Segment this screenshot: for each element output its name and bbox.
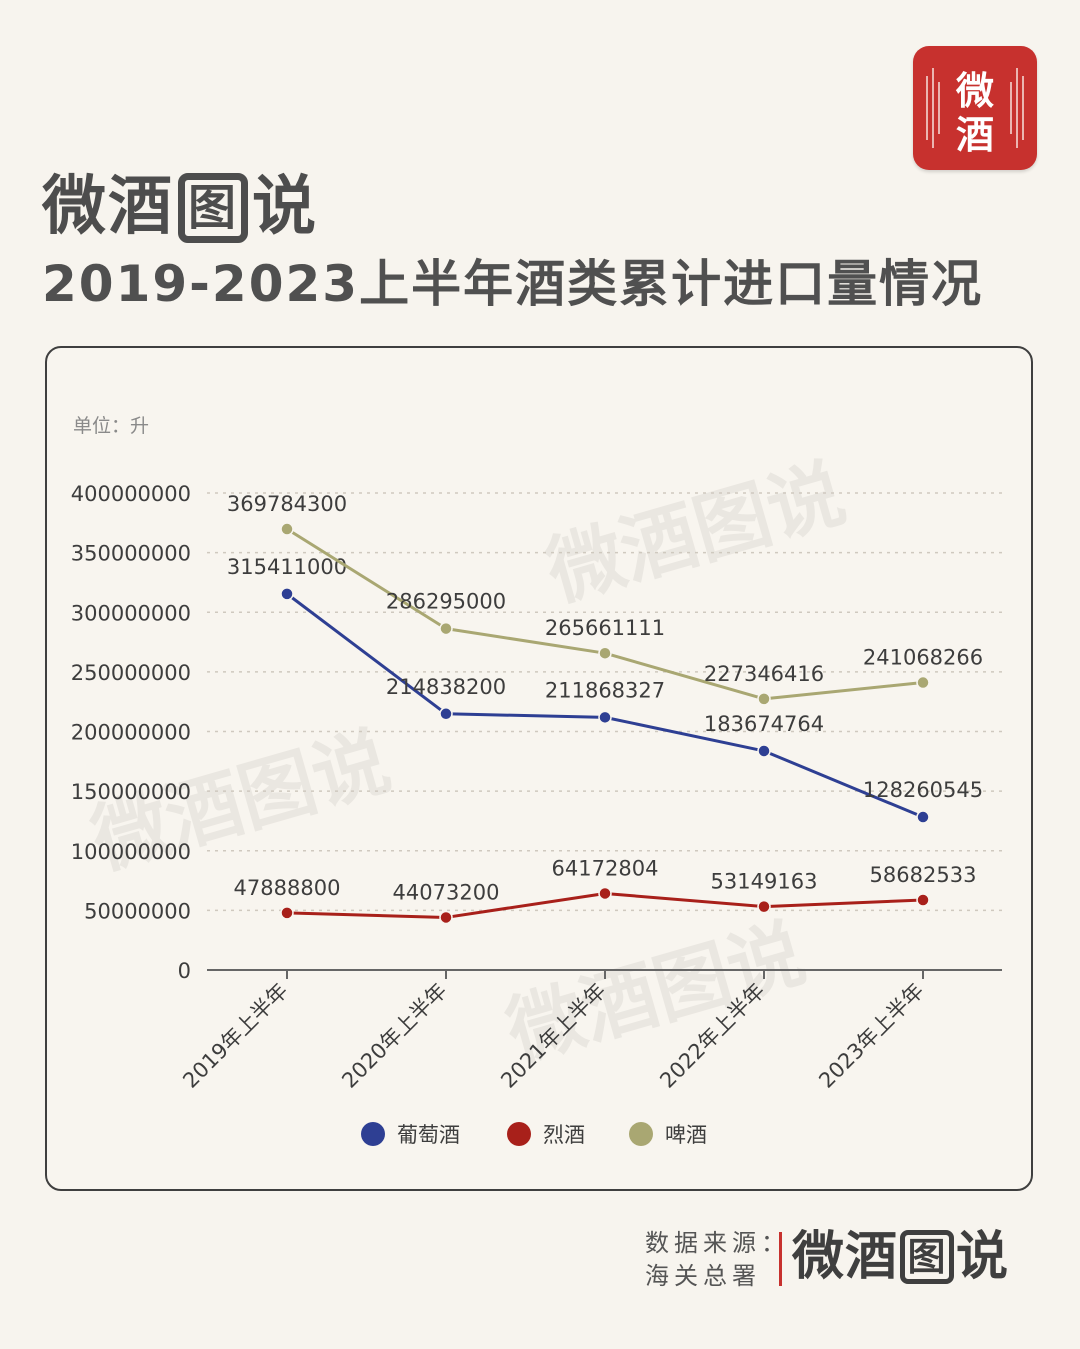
- data-point-beer: [598, 646, 612, 660]
- brand-logo: 微酒图说: [42, 170, 318, 244]
- data-point-beer: [439, 621, 453, 636]
- legend-label-beer: 啤酒: [665, 1123, 707, 1147]
- data-point-wine: [598, 710, 612, 725]
- source-name: 海关总署: [645, 1262, 761, 1290]
- data-label-beer: 369784300: [227, 492, 347, 516]
- legend-label-wine: 葡萄酒: [397, 1123, 460, 1147]
- legend-marker-wine: [361, 1122, 385, 1146]
- brand-logo-part-1: 微酒: [42, 170, 174, 244]
- data-label-spirits: 44073200: [393, 880, 500, 904]
- brand-logo-part-3: 说: [252, 170, 318, 244]
- data-label-beer: 227346416: [704, 662, 824, 686]
- y-tick-label: 250000000: [71, 661, 191, 685]
- y-tick-label: 50000000: [84, 899, 191, 923]
- y-tick-label: 0: [178, 959, 191, 983]
- brand-badge: 微 酒: [913, 46, 1037, 170]
- x-tick-label: 2020年上半年: [337, 979, 451, 1093]
- chart-card: 单位：升 微酒图说 微酒图说 微酒图说 0 50000000 100000000 150000…: [45, 346, 1033, 1191]
- legend-marker-beer: [629, 1122, 653, 1146]
- data-label-beer: 286295000: [386, 590, 506, 614]
- data-point-spirits: [280, 906, 294, 920]
- watermark-1: 微酒图说: [536, 448, 854, 618]
- x-tick-label: 2019年上半年: [178, 979, 292, 1093]
- data-point-spirits: [916, 893, 930, 907]
- legend-label-spirits: 烈酒: [543, 1123, 585, 1147]
- data-point-spirits: [598, 886, 612, 901]
- source-label: 数据来源：: [645, 1229, 790, 1257]
- footer-logo-part-3: 说: [956, 1227, 1010, 1287]
- y-tick-label: 150000000: [71, 780, 191, 804]
- data-label-wine: 211868327: [545, 678, 665, 702]
- data-point-beer: [916, 675, 930, 690]
- legend-marker-spirits: [507, 1122, 531, 1146]
- y-tick-label: 100000000: [71, 840, 191, 864]
- footer-logo-part-1: 微酒: [792, 1227, 899, 1287]
- data-point-wine: [916, 810, 930, 824]
- data-label-wine: 214838200: [386, 675, 506, 699]
- x-tick-label: 2023年上半年: [814, 979, 928, 1093]
- badge-lines-icon: 微 酒: [926, 68, 1024, 157]
- footer-brand-logo: 微酒图说: [792, 1224, 1009, 1290]
- data-label-spirits: 64172804: [552, 856, 659, 880]
- y-tick-label: 200000000: [71, 721, 191, 745]
- data-point-spirits: [439, 910, 453, 925]
- data-point-wine: [757, 744, 771, 758]
- y-tick-label: 300000000: [71, 601, 191, 625]
- data-label-wine: 315411000: [227, 555, 347, 579]
- unit-label: 单位：升: [73, 415, 149, 437]
- y-tick-label: 400000000: [71, 482, 191, 506]
- line-chart: 单位：升微酒图说微酒图说微酒图说050000000100000000150000…: [71, 415, 1002, 1147]
- data-label-spirits: 47888800: [234, 876, 341, 900]
- data-label-beer: 265661111: [545, 616, 665, 640]
- badge-text-bottom: 酒: [956, 113, 994, 157]
- data-point-beer: [280, 522, 294, 536]
- source-divider: [779, 1232, 782, 1286]
- page-title: 2019-2023上半年酒类累计进口量情况: [42, 255, 984, 313]
- data-label-wine: 128260545: [863, 778, 983, 802]
- badge-text-top: 微: [955, 69, 994, 113]
- data-label-wine: 183674764: [704, 712, 824, 736]
- data-point-spirits: [757, 899, 771, 914]
- data-label-spirits: 58682533: [870, 863, 977, 887]
- data-point-wine: [439, 707, 453, 721]
- data-point-beer: [757, 692, 771, 706]
- y-tick-label: 350000000: [71, 542, 191, 566]
- brand-logo-part-2: 图: [178, 173, 248, 243]
- data-point-wine: [280, 587, 294, 601]
- data-label-beer: 241068266: [863, 646, 983, 670]
- footer-logo-part-2: 图: [900, 1230, 955, 1284]
- data-label-spirits: 53149163: [711, 870, 818, 894]
- data-source: 数据来源： 海关总署: [645, 1227, 790, 1293]
